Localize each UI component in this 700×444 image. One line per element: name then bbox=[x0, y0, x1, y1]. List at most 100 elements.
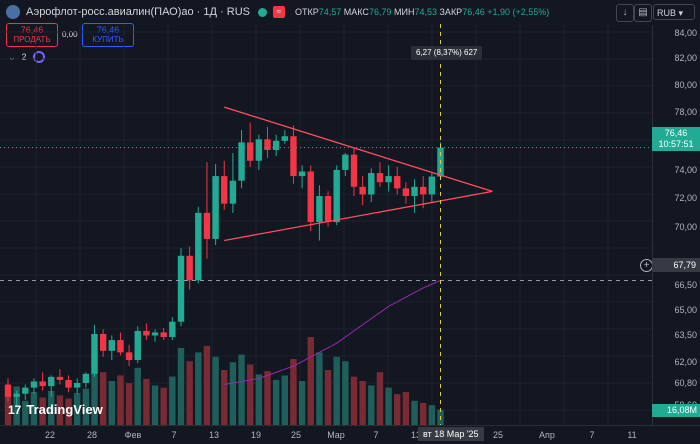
close-label: ЗАКР bbox=[439, 7, 463, 17]
layers-icon[interactable]: ▤ bbox=[634, 4, 652, 22]
chart-grid bbox=[0, 24, 652, 425]
arrow-down-icon[interactable]: ↓ bbox=[616, 4, 634, 22]
volume-bar bbox=[56, 395, 64, 425]
volume-bar bbox=[212, 356, 219, 425]
indicator-circle-icon[interactable] bbox=[32, 51, 45, 63]
price-tick: 82,00 bbox=[674, 53, 697, 63]
candle-body bbox=[82, 373, 90, 384]
candle-body bbox=[342, 154, 349, 170]
tradingview-logo[interactable]: 17 TradingView bbox=[8, 402, 103, 417]
volume-bar bbox=[203, 345, 211, 425]
candle-body bbox=[376, 173, 384, 183]
currency-select[interactable]: RUB ▾ bbox=[653, 4, 695, 20]
candle-body bbox=[411, 186, 418, 197]
time-tick: Апр bbox=[539, 430, 555, 440]
candle-body bbox=[177, 255, 185, 322]
candle-body bbox=[255, 139, 263, 161]
symbol-title[interactable]: Аэрофлот-росс.авиалин(ПАО)ао · 1Д · RUS bbox=[26, 6, 250, 18]
price-scale[interactable]: 84,00 82,00 80,00 78,00 74,00 72,00 70,00 66,50… bbox=[652, 25, 700, 425]
market-status-icon[interactable] bbox=[257, 7, 267, 17]
volume-bar bbox=[22, 400, 29, 425]
volume-bar bbox=[411, 400, 418, 425]
volume-bar bbox=[342, 361, 349, 425]
candle-body bbox=[385, 176, 392, 183]
change-value: +1,90 (+2,55%) bbox=[487, 7, 550, 17]
time-tick: 11 bbox=[627, 430, 637, 440]
volume-bar bbox=[4, 394, 12, 425]
time-tick: 25 bbox=[492, 430, 504, 440]
chevron-down-icon[interactable]: ⌄ bbox=[8, 51, 16, 62]
price-tick: 72,00 bbox=[674, 193, 697, 203]
price-tick: 80,00 bbox=[674, 80, 697, 90]
candle-body bbox=[264, 139, 271, 151]
triangle-upper-line bbox=[224, 106, 493, 193]
crosshair-guides bbox=[0, 24, 652, 425]
candle-body bbox=[39, 381, 46, 387]
time-tick: 19 bbox=[250, 430, 262, 440]
tradingview-wordmark: TradingView bbox=[26, 402, 103, 417]
candle-body bbox=[117, 340, 124, 353]
high-value: 76,79 bbox=[368, 7, 392, 17]
sell-label: ПРОДАТЬ bbox=[13, 35, 51, 44]
candle-body bbox=[13, 393, 20, 397]
candle-body bbox=[428, 176, 436, 195]
volume-bar bbox=[247, 364, 254, 425]
candle-body bbox=[160, 332, 167, 338]
volume-bar bbox=[420, 403, 427, 425]
time-tick: 7 bbox=[171, 430, 177, 440]
high-label: МАКС bbox=[343, 7, 369, 17]
volume-bar bbox=[255, 374, 263, 425]
candle-countdown: 10:57:51 bbox=[658, 139, 694, 149]
indicator-toggle[interactable]: ⌄ 2 bbox=[8, 51, 45, 63]
volume-bar bbox=[99, 372, 107, 425]
candle-body bbox=[420, 186, 427, 195]
sell-price: 76,46 bbox=[20, 25, 44, 35]
candle-body bbox=[350, 154, 358, 187]
candle-body bbox=[221, 176, 228, 204]
open-label: ОТКР bbox=[294, 7, 319, 17]
volume-bar bbox=[82, 388, 90, 425]
candle-body bbox=[134, 330, 141, 361]
measure-label: 6,27 (8,37%) 627 bbox=[411, 46, 483, 60]
time-tick: 7 bbox=[373, 430, 379, 440]
ohlc-values: ОТКР74,57 МАКС76,79 МИН74,53 ЗАКР76,46 +… bbox=[295, 7, 549, 17]
volume-bar bbox=[298, 381, 306, 425]
buy-button[interactable]: 76,46 КУПИТЬ bbox=[82, 23, 134, 47]
chart-canvas[interactable] bbox=[0, 0, 652, 425]
volume-bar bbox=[134, 367, 141, 425]
candle-body bbox=[272, 140, 280, 151]
time-scale[interactable]: 22 28 Фев 7 13 19 25 Мар 7 13 25 Апр 7 11 bbox=[0, 425, 700, 444]
volume-bar bbox=[359, 381, 366, 425]
candle-body bbox=[359, 186, 366, 195]
price-tick: 63,50 bbox=[674, 330, 697, 340]
volume-bar bbox=[324, 370, 332, 425]
sell-button[interactable]: 76,46 ПРОДАТЬ bbox=[6, 23, 58, 47]
price-tick: 65,00 bbox=[674, 305, 697, 315]
candle-body bbox=[65, 379, 72, 388]
candle-body bbox=[186, 255, 193, 281]
candle-body bbox=[290, 136, 297, 177]
last-price-label: 76,46 10:57:51 bbox=[652, 127, 700, 151]
candle-body bbox=[316, 196, 323, 223]
open-value: 74,57 bbox=[318, 7, 342, 17]
indicator-count: 2 bbox=[21, 52, 27, 62]
last-price-value: 76,46 bbox=[664, 128, 688, 138]
candle-body bbox=[238, 142, 245, 181]
triangle-pattern[interactable] bbox=[224, 106, 493, 242]
time-tick: 22 bbox=[44, 430, 56, 440]
symbol-header: Аэрофлот-росс.авиалин(ПАО)ао · 1Д · RUS … bbox=[0, 0, 700, 24]
candle-body bbox=[22, 387, 29, 394]
volume-bar bbox=[333, 356, 340, 425]
volume-bar bbox=[281, 375, 288, 425]
volume-bar bbox=[177, 348, 185, 425]
candle-body bbox=[333, 169, 340, 223]
candle-body bbox=[212, 176, 219, 239]
close-value: 76,46 bbox=[462, 7, 485, 17]
volume-bar bbox=[316, 352, 323, 425]
price-tick: 84,00 bbox=[674, 28, 697, 38]
buy-price: 76,46 bbox=[96, 25, 120, 35]
candle-body bbox=[74, 383, 81, 388]
candle-body bbox=[402, 188, 410, 197]
volume-label: 16,08M bbox=[652, 404, 700, 417]
data-flag-icon[interactable]: ≈ bbox=[272, 6, 285, 18]
